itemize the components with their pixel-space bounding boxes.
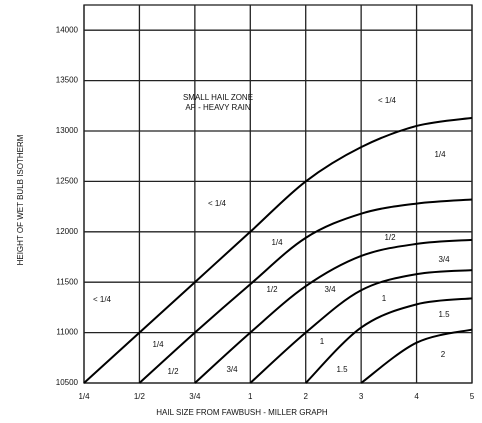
annotation: 1/2 [384, 233, 396, 242]
annotation: 1 [382, 294, 387, 303]
annotation: 3/4 [226, 365, 238, 374]
annotation: 1/4 [152, 340, 164, 349]
curve [249, 269, 473, 384]
x-tick-label: 1/4 [78, 392, 90, 401]
y-tick-label: 10500 [56, 378, 79, 387]
y-tick-label: 11500 [56, 277, 78, 286]
y-tick-label: 13000 [56, 126, 79, 135]
y-axis-title: HEIGHT OF WET BULB ISOTHERM [16, 134, 25, 265]
curve [138, 198, 473, 384]
annotation: < 1/4 [208, 199, 227, 208]
annotation: 3/4 [324, 285, 336, 294]
x-tick-label: 5 [470, 392, 475, 401]
y-tick-label: 12000 [56, 227, 79, 236]
x-tick-label: 1 [248, 392, 253, 401]
x-tick-label: 3 [359, 392, 364, 401]
annotation: 1/2 [266, 285, 278, 294]
x-tick-label: 3/4 [189, 392, 201, 401]
annotation: 1/4 [271, 238, 283, 247]
annotation: 1/2 [167, 367, 179, 376]
y-tick-label: 14000 [56, 25, 79, 34]
x-tick-label: 2 [303, 392, 308, 401]
annotation: AP - HEAVY RAIN [185, 103, 251, 112]
curve [360, 328, 473, 384]
annotation: 1.5 [336, 365, 348, 374]
x-axis-title: HAIL SIZE FROM FAWBUSH - MILLER GRAPH [156, 408, 328, 417]
y-tick-label: 13500 [56, 76, 79, 85]
curve [194, 238, 473, 384]
y-tick-label: 12500 [56, 177, 79, 186]
annotation: < 1/4 [378, 96, 397, 105]
annotation: 1.5 [438, 310, 450, 319]
annotation: 3/4 [438, 255, 450, 264]
annotation: 2 [441, 350, 446, 359]
annotation: 1/4 [434, 150, 446, 159]
annotation: SMALL HAIL ZONE [183, 93, 253, 102]
annotation: 1 [320, 337, 325, 346]
plot-frame [83, 4, 473, 384]
y-tick-label: 11000 [56, 328, 78, 337]
x-tick-label: 1/2 [134, 392, 146, 401]
curve [83, 116, 473, 384]
x-tick-label: 4 [414, 392, 419, 401]
curve [305, 297, 473, 384]
annotation: < 1/4 [93, 295, 112, 304]
